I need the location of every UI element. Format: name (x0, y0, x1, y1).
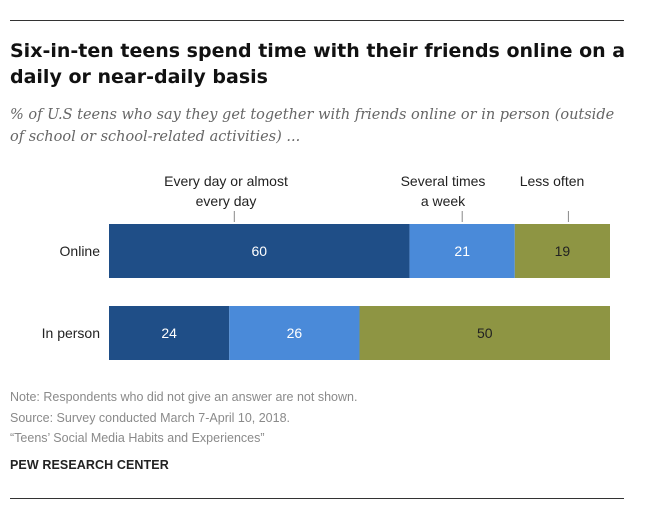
report-text: “Teens’ Social Media Habits and Experien… (10, 431, 265, 445)
chart-subtitle: % of U.S teens who say they get together… (10, 107, 615, 145)
top-rule (10, 20, 624, 21)
chart-footer: Note: Respondents who did not give an an… (10, 387, 610, 449)
value-label-2-2: 26 (287, 325, 303, 341)
value-label-1-3: 19 (555, 243, 571, 259)
category-label-2: In person (42, 325, 100, 341)
bar-2-series-1 (109, 306, 230, 360)
value-label-2-1: 24 (161, 325, 177, 341)
legend-label-2: Several times a week (401, 173, 486, 209)
value-label-1-1: 60 (252, 243, 268, 259)
value-label-1-2: 21 (454, 243, 470, 259)
bar-1-series-1 (109, 224, 410, 278)
category-label-1: Online (60, 243, 101, 259)
bottom-rule (10, 498, 624, 499)
legend-label-1: Every day or almost every day (164, 173, 288, 209)
chart-title: Six-in-ten teens spend time with their f… (10, 40, 626, 88)
bar-1-series-3 (514, 224, 610, 278)
note-text: Note: Respondents who did not give an an… (10, 390, 358, 404)
source-text: Source: Survey conducted March 7-April 1… (10, 410, 291, 425)
bar-2-series-3 (359, 306, 610, 360)
bar-1-series-2 (409, 224, 515, 278)
stacked-bar-chart: Online In person 60 21 19 24 26 50 Every day or … (42, 173, 610, 360)
bar-2-series-2 (229, 306, 360, 360)
value-label-2-3: 50 (477, 325, 493, 341)
organization-label: PEW RESEARCH CENTER (10, 458, 169, 472)
legend-label-3: Less often (520, 173, 585, 189)
